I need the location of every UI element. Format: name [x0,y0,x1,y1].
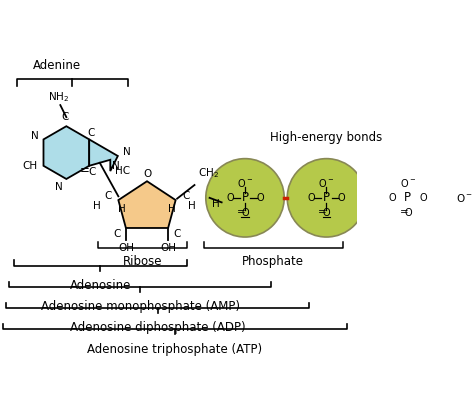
Text: O$^-$: O$^-$ [456,192,473,204]
Text: N: N [30,131,38,141]
Text: O$^-$: O$^-$ [237,177,253,189]
Text: P: P [242,191,248,204]
Text: N: N [112,161,120,171]
Polygon shape [89,140,118,171]
Text: C: C [113,229,120,239]
Text: C: C [89,167,96,177]
Text: O: O [337,193,346,203]
Text: C: C [61,112,69,122]
Text: Phosphate: Phosphate [242,255,304,268]
Text: Adenosine monophosphate (AMP): Adenosine monophosphate (AMP) [41,300,240,313]
Circle shape [369,159,447,237]
Text: O: O [404,208,411,218]
Circle shape [206,159,284,237]
Text: N: N [123,147,131,157]
Text: OH: OH [118,242,134,253]
Text: CH: CH [22,161,37,171]
Polygon shape [118,181,176,228]
Text: O: O [226,193,234,203]
Text: H: H [212,199,219,209]
Text: H: H [168,204,176,214]
Text: C: C [173,229,181,239]
Text: =: = [237,207,246,217]
Text: P: P [323,191,330,204]
Text: OH: OH [160,242,176,253]
Text: =: = [318,207,327,217]
Text: O: O [323,208,330,218]
Text: O$^-$: O$^-$ [319,177,335,189]
Text: C: C [104,191,111,201]
Text: O: O [389,193,397,203]
Text: =: = [80,164,90,177]
Text: C: C [182,191,190,201]
Text: Adenosine: Adenosine [70,279,131,292]
Circle shape [287,159,365,237]
Text: H: H [118,204,126,214]
Text: P: P [404,191,411,204]
Text: HC: HC [115,166,130,176]
Text: H: H [93,201,101,211]
Text: Ribose: Ribose [123,255,162,268]
Text: O: O [241,208,249,218]
Text: C: C [87,128,94,138]
Text: =: = [400,207,409,217]
Text: NH$_2$: NH$_2$ [48,91,69,104]
Text: High-energy bonds: High-energy bonds [270,131,383,144]
Text: Adenosine diphosphate (ADP): Adenosine diphosphate (ADP) [70,321,246,335]
Polygon shape [44,126,89,179]
Text: O: O [419,193,427,203]
Text: O: O [143,169,151,179]
Text: O: O [308,193,315,203]
Text: O$^-$: O$^-$ [400,177,416,189]
Text: Adenine: Adenine [33,59,82,72]
Text: H: H [188,201,196,211]
Text: N: N [55,182,63,192]
Text: CH$_2$: CH$_2$ [198,166,219,180]
Text: O: O [256,193,264,203]
Text: Adenosine triphosphate (ATP): Adenosine triphosphate (ATP) [87,342,263,356]
